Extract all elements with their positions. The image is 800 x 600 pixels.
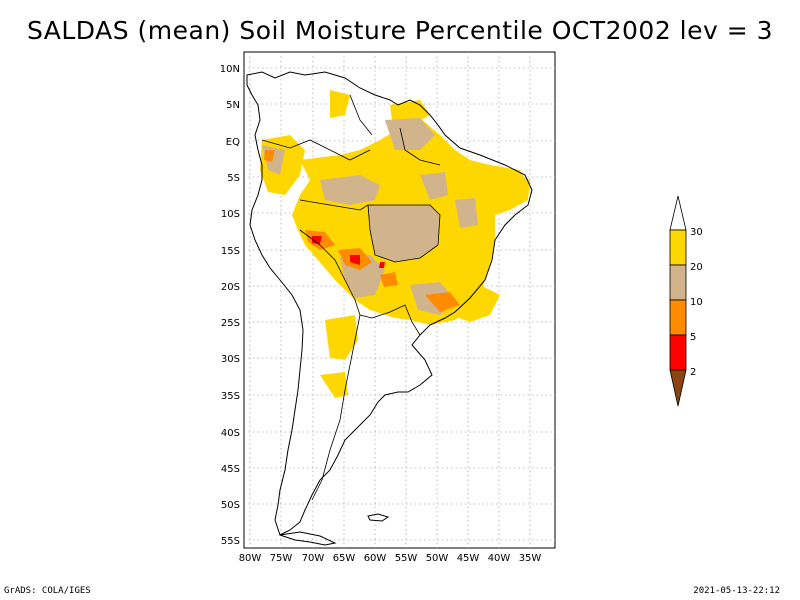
lat-label: 10S: [221, 209, 240, 220]
legend-labels: 2 5 10 20 30: [690, 227, 703, 378]
lon-label: 75W: [270, 553, 293, 564]
legend-label: 20: [690, 262, 703, 273]
legend-swatch-2-5: [669, 334, 687, 371]
legend-label: 30: [690, 227, 703, 238]
lat-label: 10N: [220, 64, 240, 75]
lat-label: 50S: [221, 500, 240, 511]
lon-label: 50W: [426, 553, 449, 564]
lat-label: 55S: [221, 536, 240, 547]
lat-label: 25S: [221, 318, 240, 329]
lat-label: 15S: [221, 246, 240, 257]
lon-label: 55W: [395, 553, 418, 564]
legend-label: 5: [690, 332, 696, 343]
lat-label: 45S: [221, 464, 240, 475]
legend-swatch-20-30: [669, 229, 687, 266]
country-borders: [261, 94, 441, 501]
lat-label: 40S: [221, 428, 240, 439]
lat-label: 5N: [226, 100, 240, 111]
lat-label: 5S: [227, 173, 240, 184]
lat-label: EQ: [226, 137, 240, 148]
lon-label: 65W: [333, 553, 356, 564]
lat-label: 30S: [221, 354, 240, 365]
footer-credit: GrADS: COLA/IGES: [4, 586, 91, 596]
lon-label: 60W: [364, 553, 387, 564]
legend-label: 10: [690, 297, 703, 308]
lon-label: 80W: [239, 553, 262, 564]
footer-timestamp: 2021-05-13-22:12: [693, 586, 780, 596]
legend-swatch-10-20: [669, 264, 687, 301]
coastline: [246, 71, 533, 536]
tierra-del-fuego: [279, 531, 337, 546]
legend-bottom-triangle: [669, 369, 687, 407]
map-title: SALDAS (mean) Soil Moisture Percentile O…: [26, 16, 774, 45]
legend-swatch-5-10: [669, 299, 687, 336]
lat-label: 35S: [221, 391, 240, 402]
legend-label: 2: [690, 367, 696, 378]
soil-moisture-shading: [260, 90, 530, 398]
lon-label: 45W: [457, 553, 480, 564]
lon-tick-labels: 80W 75W 70W 65W 60W 55W 50W 45W 40W 35W: [239, 553, 542, 564]
lon-label: 40W: [488, 553, 511, 564]
falklands: [367, 513, 390, 522]
lat-label: 20S: [221, 282, 240, 293]
lon-label: 35W: [519, 553, 542, 564]
shade-2-5: [312, 236, 385, 268]
color-legend: [669, 195, 687, 407]
legend-top-triangle: [669, 195, 687, 231]
lon-label: 70W: [302, 553, 325, 564]
lat-tick-labels: 10N 5N EQ 5S 10S 15S 20S 25S 30S 35S 40S…: [220, 64, 240, 547]
